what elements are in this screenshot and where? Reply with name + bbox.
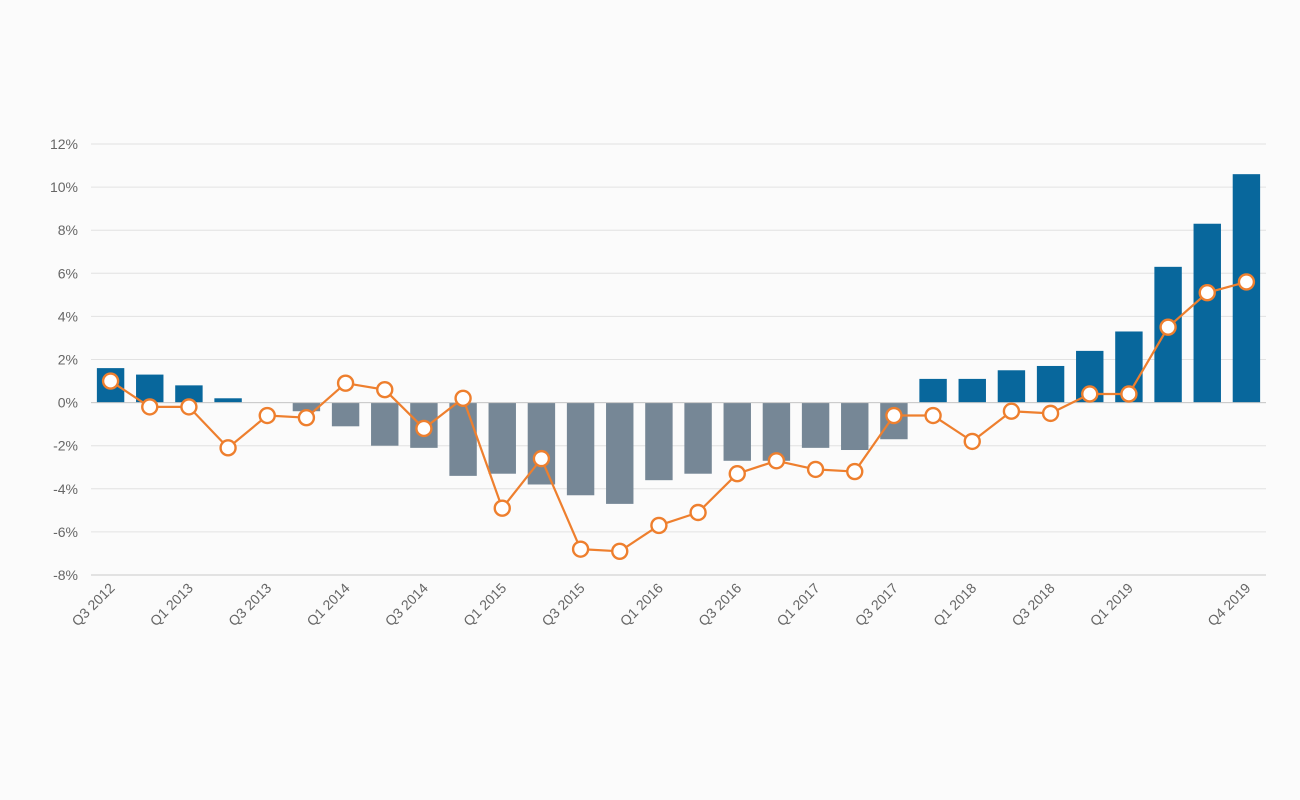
bar [331,402,360,427]
x-tick-label: Q1 2014 [303,580,352,629]
line-point [1237,273,1256,291]
bar [841,402,869,451]
line-point [1198,283,1216,302]
x-tick-label: Q1 2019 [1087,580,1136,629]
line-point [454,389,472,407]
line-point [689,503,707,522]
line-point [728,465,746,483]
y-tick-label: 0% [58,395,78,411]
bar [292,402,321,412]
bar [566,402,595,496]
line-point [767,452,786,470]
bar [762,402,791,461]
line-point [1081,385,1099,403]
line-point [415,419,433,438]
x-tick-label: Q3 2015 [538,580,587,629]
line-point [846,462,864,481]
bar [919,378,947,403]
line-point [611,542,629,560]
bar [214,398,242,403]
y-tick-label: 6% [58,265,78,281]
line-point [571,540,590,558]
bar [449,402,477,476]
y-tick-label: 8% [58,222,78,238]
y-tick-label: 10% [50,179,78,195]
bar [371,402,399,446]
bar [606,402,634,504]
x-tick-label: Q3 2013 [225,580,274,629]
x-tick-label: Q3 2014 [382,580,431,629]
y-tick-label: -2% [53,438,78,454]
x-tick-label: Q3 2017 [852,580,901,629]
line-point [101,372,120,390]
line-point [532,449,551,468]
y-tick-label: -8% [53,567,78,583]
bar [175,385,203,403]
line-point [806,460,825,479]
bar [645,402,673,481]
bar [1193,223,1221,403]
line-point [1159,318,1177,336]
line-point [258,406,276,425]
line-point [493,499,511,517]
x-tick-label: Q3 2016 [695,580,744,629]
line-point [297,408,316,427]
line-point [963,432,981,451]
bar [723,402,751,461]
x-tick-label: Q3 2018 [1008,580,1057,629]
line-point [885,406,903,425]
x-tick-label: Q4 2019 [1204,580,1253,629]
x-tick-label: Q1 2015 [460,580,509,629]
x-tick-label: Q1 2016 [617,580,666,629]
bar [958,378,986,403]
y-tick-label: -4% [53,481,78,497]
bar-series [96,174,1261,504]
bar [1036,365,1065,403]
line-point [376,380,394,399]
line-point [336,374,355,392]
line-series [101,273,1256,560]
line-point [1041,404,1060,423]
line-point [180,398,198,416]
y-tick-label: -6% [53,524,78,540]
line-point [650,516,668,535]
bar [488,402,516,474]
x-tick-label: Q1 2013 [147,580,196,629]
series-line [109,280,1247,553]
line-point [1002,402,1021,420]
x-tick-label: Q3 2012 [68,580,117,629]
y-axis-tick-labels: 12% 10% 8% 6% 4% 2% 0% -2% -4% -6% -8% [50,136,78,583]
x-axis-tick-labels: Q3 2012 Q1 2013 Q3 2013 Q1 2014 Q3 2014 Q1 20… [68,580,1253,629]
y-tick-label: 2% [58,352,78,368]
bar [684,402,712,474]
bar [997,370,1026,403]
y-tick-label: 4% [58,308,78,324]
y-tick-label: 12% [50,136,78,152]
line-point [141,398,159,416]
bar [136,374,164,403]
line-point [924,406,942,425]
x-tick-label: Q1 2017 [773,580,822,629]
x-tick-label: Q1 2018 [930,580,979,629]
line-point [219,439,237,457]
line-point [1120,385,1138,403]
bar [801,402,830,448]
